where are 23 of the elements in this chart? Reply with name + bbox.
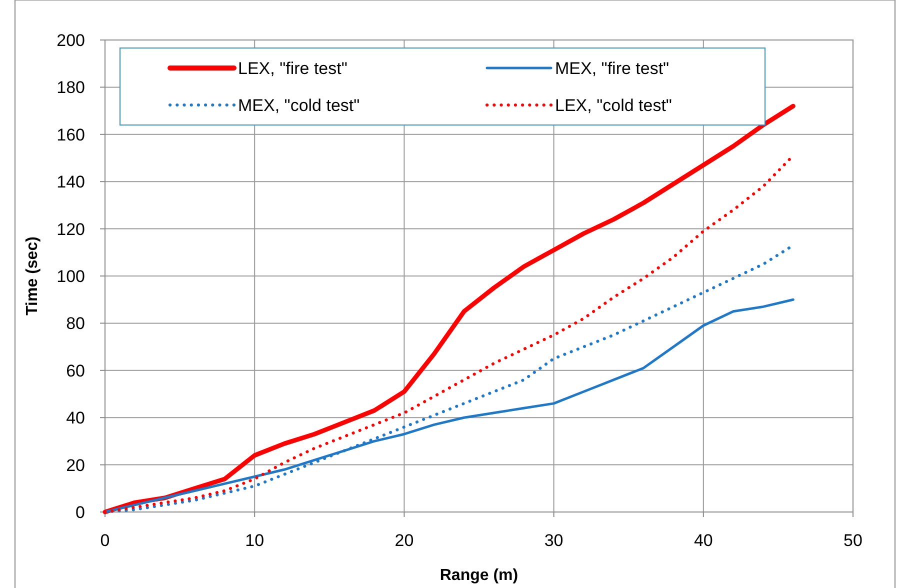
y-axis-title: Time (sec) <box>24 236 41 316</box>
y-tick-label: 200 <box>56 31 85 50</box>
y-tick-label: 40 <box>66 408 85 428</box>
y-tick-label: 0 <box>76 503 85 522</box>
legend-label: LEX, "cold test" <box>555 96 672 115</box>
legend-label: MEX, "cold test" <box>238 96 360 115</box>
y-tick-label: 120 <box>56 220 85 239</box>
x-tick-label: 40 <box>694 531 713 550</box>
legend-label: LEX, "fire test" <box>238 59 348 78</box>
y-tick-label: 80 <box>66 314 85 334</box>
x-tick-label: 50 <box>844 531 862 550</box>
y-tick-label: 140 <box>56 172 85 192</box>
y-tick-label: 60 <box>66 361 85 380</box>
x-tick-label: 20 <box>394 531 414 550</box>
legend-label: MEX, "fire test" <box>555 59 670 78</box>
y-tick-label: 100 <box>56 267 85 286</box>
y-tick-label: 20 <box>66 456 85 475</box>
x-tick-label: 30 <box>544 531 564 550</box>
x-tick-label: 10 <box>245 531 264 550</box>
x-axis-title: Range (m) <box>440 567 518 584</box>
x-tick-label: 0 <box>100 531 110 550</box>
y-tick-label: 160 <box>56 125 85 144</box>
y-tick-label: 180 <box>56 78 85 98</box>
